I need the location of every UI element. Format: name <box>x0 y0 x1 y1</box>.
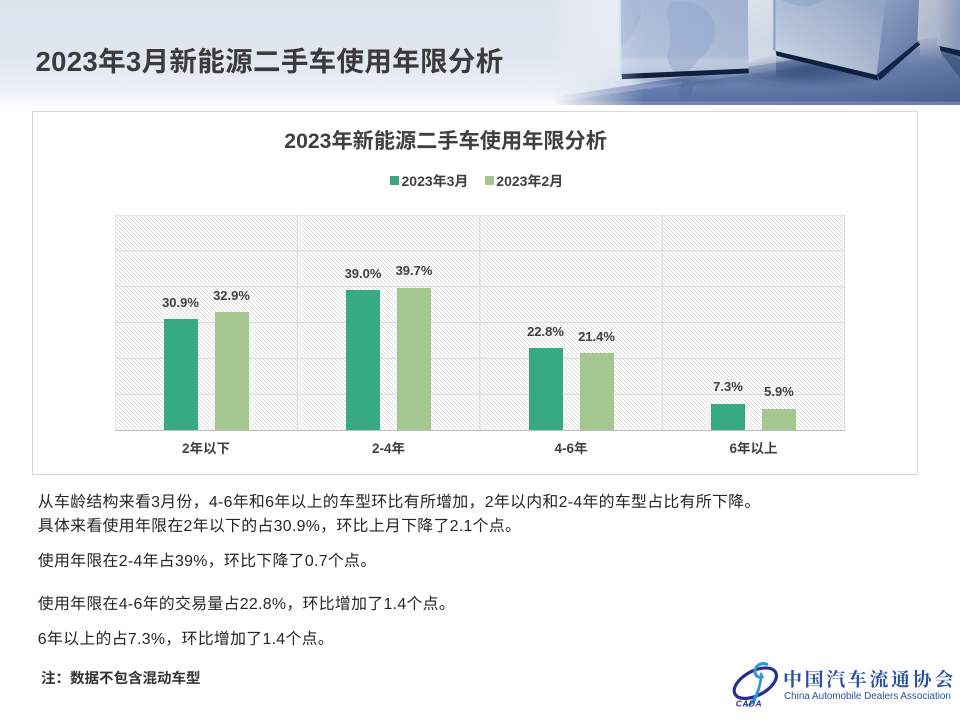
svg-text:CADA: CADA <box>736 698 762 708</box>
